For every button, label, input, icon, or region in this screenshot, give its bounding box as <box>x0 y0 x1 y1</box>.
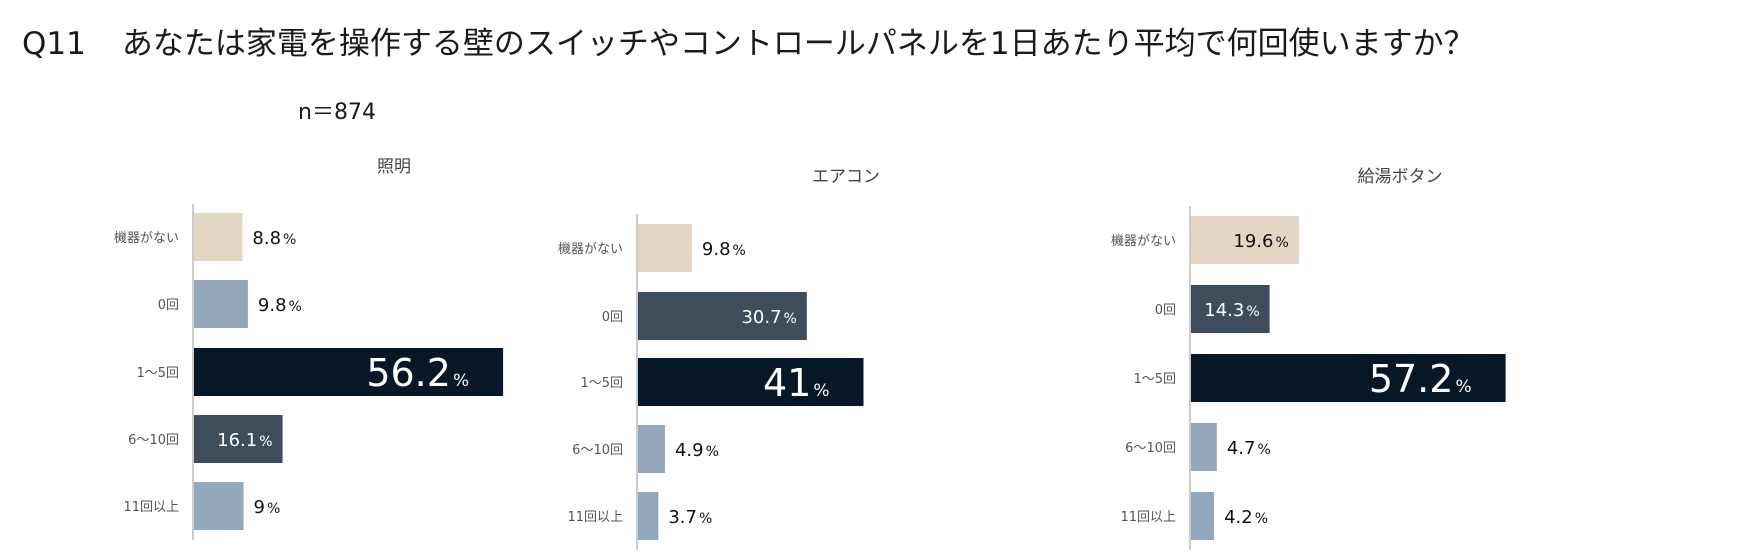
bar <box>1191 354 1506 402</box>
bar <box>1191 285 1270 333</box>
data-label: 9% <box>254 497 281 518</box>
data-label: 4.7% <box>1227 438 1271 459</box>
data-label: 3.7% <box>668 507 712 528</box>
bar <box>1191 216 1299 264</box>
chart-title: 給湯ボタン <box>1358 167 1443 187</box>
category-label: 1〜5回 <box>136 366 179 381</box>
data-label: 9.8% <box>258 295 302 316</box>
sample-size: n＝874 <box>298 100 376 125</box>
category-label: 機器がない <box>114 231 179 246</box>
bar <box>638 425 665 473</box>
data-label: 56.2% <box>366 351 469 395</box>
bar <box>194 213 243 261</box>
bar <box>638 492 659 540</box>
data-label-unit: % <box>1255 511 1268 527</box>
category-label: 11回以上 <box>567 510 623 525</box>
bar <box>194 280 248 328</box>
data-label-unit: % <box>259 434 272 450</box>
category-label: 0回 <box>158 298 179 313</box>
category-label: 機器がない <box>558 242 623 257</box>
data-label-unit: % <box>283 232 296 248</box>
bar <box>638 292 807 340</box>
bar <box>194 482 244 530</box>
chart-title: 照明 <box>377 157 411 177</box>
data-label: 8.8% <box>252 228 296 249</box>
data-label: 9.8% <box>702 239 746 260</box>
data-label: 4.2% <box>1224 507 1268 528</box>
data-label: 30.7% <box>741 307 796 328</box>
bar <box>638 224 692 272</box>
data-label-unit: % <box>706 444 719 460</box>
data-label-unit: % <box>733 243 746 259</box>
category-label: 0回 <box>602 310 623 325</box>
category-label: 6〜10回 <box>128 433 179 448</box>
data-label-unit: % <box>1455 377 1471 397</box>
data-label-unit: % <box>267 501 280 517</box>
category-label: 0回 <box>1155 303 1176 318</box>
question-heading: Q11 あなたは家電を操作する壁のスイッチやコントロールパネルを1日あたり平均で何… <box>22 22 1475 66</box>
data-label: 4.9% <box>675 440 719 461</box>
data-label-unit: % <box>699 511 712 527</box>
data-label: 14.3% <box>1204 300 1259 321</box>
chart-title: エアコン <box>812 167 880 187</box>
bar <box>638 358 864 406</box>
data-label-unit: % <box>453 371 469 391</box>
bar <box>194 348 504 396</box>
data-label-unit: % <box>1257 442 1270 458</box>
data-label: 16.1% <box>217 430 272 451</box>
data-label-unit: % <box>1246 304 1259 320</box>
data-label-unit: % <box>813 381 829 401</box>
category-label: 6〜10回 <box>572 443 623 458</box>
category-label: 11回以上 <box>1120 510 1176 525</box>
bar <box>1191 492 1215 540</box>
category-label: 機器がない <box>1111 234 1176 249</box>
bar <box>1191 423 1217 471</box>
data-label: 19.6% <box>1233 231 1288 252</box>
data-label-unit: % <box>289 299 302 315</box>
data-label-unit: % <box>784 311 797 327</box>
data-label-unit: % <box>1275 235 1288 251</box>
question-text: あなたは家電を操作する壁のスイッチやコントロールパネルを1日あたり平均で何回使い… <box>121 26 1475 62</box>
category-label: 11回以上 <box>123 500 179 515</box>
category-label: 6〜10回 <box>1125 441 1176 456</box>
question-number: Q11 <box>22 26 86 62</box>
category-label: 1〜5回 <box>1133 372 1176 387</box>
data-label: 57.2% <box>1369 357 1472 401</box>
category-label: 1〜5回 <box>580 376 623 391</box>
bar <box>194 415 283 463</box>
